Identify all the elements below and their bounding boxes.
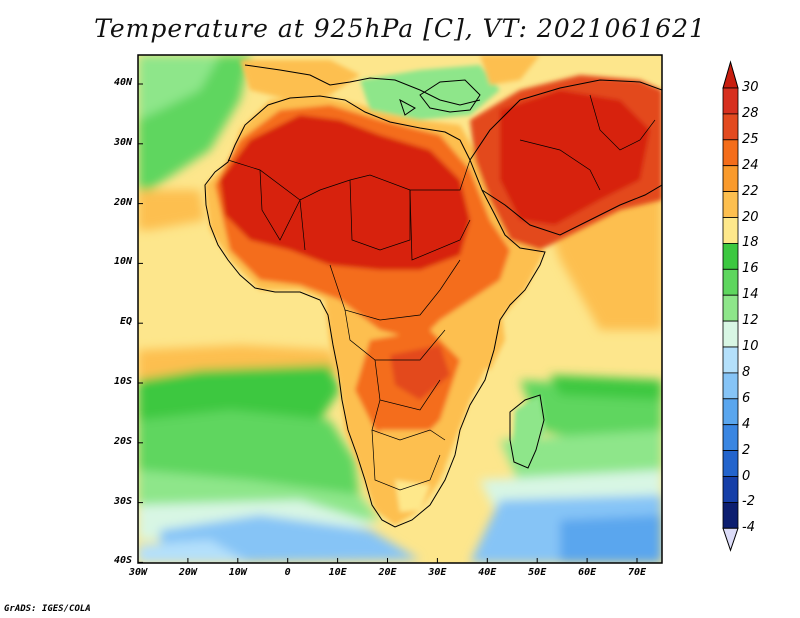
lon-tick-label: 20W	[178, 567, 197, 578]
colorbar-segment	[722, 242, 739, 270]
colorbar-label: 28	[742, 105, 759, 121]
colorbar-segment	[722, 191, 739, 218]
lon-tick-label: 20E	[378, 567, 397, 578]
lat-tick-label: 30S	[113, 495, 132, 507]
colorbar-segment	[722, 424, 739, 452]
coastlines	[204, 64, 662, 528]
colorbar-label: 2	[742, 442, 751, 458]
colorbar-segment	[722, 165, 739, 192]
colorbar-label: 24	[742, 157, 759, 173]
colorbar-label: 18	[742, 235, 759, 251]
colorbar-segment	[722, 398, 739, 426]
colorbar-label: 0	[742, 468, 751, 484]
lon-tick-label: 60E	[578, 567, 597, 578]
colorbar-segment	[722, 501, 739, 529]
colorbar-label: 8	[742, 364, 751, 380]
temperature-field	[138, 55, 662, 563]
lon-tick-label: 10E	[328, 567, 347, 578]
lon-tick-label: 0	[284, 567, 291, 578]
lon-tick-label: 40E	[478, 567, 497, 578]
lat-tick-label: 20N	[113, 196, 132, 208]
lat-tick-label: 40N	[113, 77, 132, 88]
colorbar-label: 4	[742, 416, 751, 432]
lon-tick-label: 30E	[428, 567, 447, 578]
colorbar-segment	[722, 87, 739, 115]
lat-tick-label: 10S	[113, 376, 132, 387]
colorbar-bottom-arrow	[722, 527, 739, 552]
colorbar	[722, 60, 739, 552]
lat-tick-label: EQ	[119, 316, 132, 328]
colorbar-segment	[722, 217, 739, 244]
colorbar-segment	[722, 268, 739, 296]
colorbar-segment	[722, 476, 739, 503]
colorbar-segment	[722, 320, 739, 348]
lon-tick-label: 50E	[528, 567, 547, 578]
lon-tick-label: 30W	[128, 567, 148, 578]
colorbar-segment	[722, 346, 739, 374]
colorbar-segment	[722, 372, 739, 400]
lat-tick-label: 10N	[113, 256, 132, 268]
colorbar-label: 22	[742, 183, 759, 199]
lat-tick-label: 40S	[113, 555, 132, 567]
colorbar-segment	[722, 113, 739, 141]
colorbar-segment	[722, 139, 739, 167]
map-title: Temperature at 925hPa [C], VT: 202106162…	[94, 14, 706, 43]
colorbar-label: 20	[742, 209, 759, 225]
colorbar-label: 10	[742, 339, 759, 354]
credit-text: GrADS: IGES/COLA	[4, 604, 91, 614]
colorbar-label: 12	[742, 313, 759, 329]
colorbar-label: 14	[742, 287, 759, 303]
colorbar-label: -4	[742, 520, 755, 536]
colorbar-top-arrow	[722, 60, 739, 89]
colorbar-label: -2	[742, 494, 755, 510]
colorbar-label: 16	[742, 261, 759, 277]
colorbar-label: 25	[742, 131, 759, 147]
plot-frame	[137, 54, 663, 564]
colorbar-segment	[722, 450, 739, 477]
colorbar-label: 30	[742, 80, 759, 95]
lat-tick-label: 20S	[113, 435, 132, 447]
lon-tick-label: 10W	[228, 567, 247, 578]
colorbar-segment	[722, 294, 739, 322]
colorbar-label: 6	[742, 390, 751, 406]
lon-tick-label: 70E	[627, 567, 647, 578]
lat-tick-label: 30N	[113, 136, 132, 148]
